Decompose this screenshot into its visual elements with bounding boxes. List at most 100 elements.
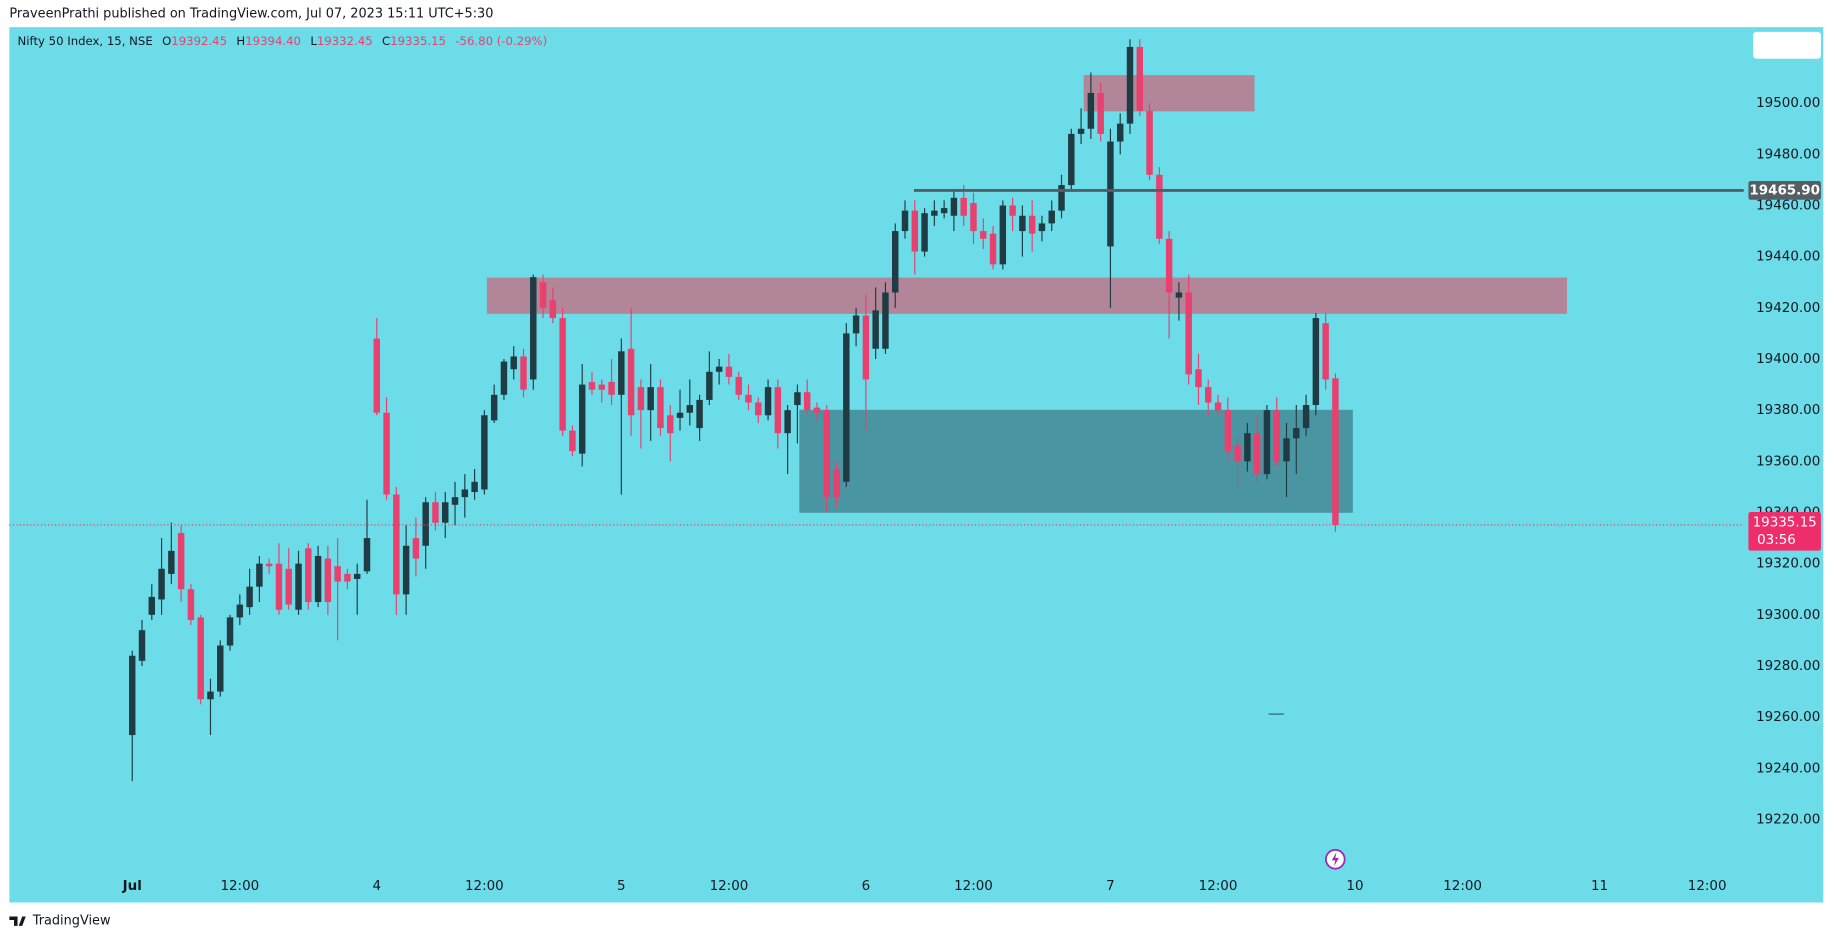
candle-body (1253, 433, 1261, 475)
brand-name: TradingView (32, 914, 111, 929)
candle-body (1077, 128, 1085, 134)
candle-body (510, 356, 517, 370)
alert-bolt (1331, 852, 1339, 867)
legend-value: 19392.45 (171, 34, 227, 48)
y-tick-label: 19380.00 (1756, 403, 1820, 418)
candle-body (901, 210, 909, 232)
last-price-tag (1748, 512, 1821, 551)
candle-body (637, 387, 645, 411)
candle-body (128, 655, 136, 736)
candle-body (461, 489, 469, 498)
legend-value: 19394.40 (245, 34, 301, 48)
candle-body (588, 382, 596, 390)
candle-body (735, 376, 742, 395)
candle-body (559, 318, 566, 431)
y-tick-label: 19360.00 (1756, 454, 1820, 469)
supply-zone (1083, 75, 1255, 112)
legend-value: 19335.15 (390, 34, 446, 48)
candle-body (911, 210, 919, 252)
candle-body (442, 502, 449, 523)
y-tick-label: 19400.00 (1756, 352, 1820, 367)
candle-body (256, 563, 263, 587)
legend-symbol: Nifty 50 Index, 15, NSE (18, 34, 153, 48)
candle-body (1028, 215, 1036, 234)
candle-body (1234, 445, 1241, 462)
candle-body (177, 532, 185, 590)
candle-body (1097, 92, 1104, 134)
candle-body (295, 563, 302, 610)
candle-body (412, 538, 420, 559)
legend-value: 19332.45 (317, 34, 373, 48)
candle-body (226, 617, 234, 646)
candle-body (843, 333, 850, 482)
candle-body (1273, 410, 1280, 462)
candle-body (745, 394, 752, 403)
candle-body (1058, 185, 1065, 211)
candle-body (970, 202, 977, 232)
candle-body (980, 231, 987, 239)
candle-body (1126, 46, 1134, 124)
y-tick-label: 19280.00 (1756, 659, 1820, 674)
x-tick-label: 12:00 (1688, 879, 1727, 894)
candle-body (950, 197, 958, 216)
candle-body (667, 415, 674, 434)
x-tick-label: 7 (1106, 879, 1115, 894)
candle-body (813, 407, 821, 413)
candle-body (197, 617, 204, 700)
price-line-tag (1748, 181, 1821, 200)
candle-body (148, 596, 156, 615)
candle-body (422, 502, 429, 546)
candle-body (324, 558, 332, 603)
y-tick-label: 19420.00 (1756, 301, 1820, 316)
candle-body (1263, 410, 1271, 475)
candle-body (774, 387, 782, 434)
candle-body (1087, 92, 1095, 129)
price-line-label: 19465.90 (1749, 183, 1820, 198)
y-tick-label: 19260.00 (1756, 710, 1820, 725)
x-tick-label: 12:00 (954, 879, 993, 894)
candle-body (1156, 174, 1163, 239)
candle-body (138, 630, 146, 661)
candle-body (549, 300, 557, 319)
x-tick-label: 12:00 (1443, 879, 1482, 894)
x-tick-label: 11 (1591, 879, 1608, 894)
candle-body (618, 351, 625, 395)
alert-icon[interactable] (1325, 848, 1346, 870)
candle-body (852, 315, 860, 334)
candle-body (187, 589, 195, 620)
candle-body (246, 586, 253, 608)
y-tick-label: 19320.00 (1756, 557, 1820, 572)
candle-body (921, 213, 928, 252)
candle-body (706, 371, 713, 400)
y-tick-label: 19460.00 (1756, 199, 1820, 214)
candle-body (578, 384, 586, 454)
candle-body (803, 392, 811, 411)
candle-body (833, 468, 840, 498)
candle-body (265, 563, 273, 567)
candle-body (539, 282, 547, 308)
candle-body (1146, 110, 1153, 175)
candle-body (334, 566, 341, 582)
candle-body (1214, 402, 1222, 411)
candle-body (1224, 410, 1232, 452)
candle-body (1293, 428, 1300, 439)
legend-key: O (162, 34, 171, 48)
y-tick-label: 19220.00 (1756, 812, 1820, 827)
candle-body (1136, 46, 1144, 111)
candle-body (490, 394, 498, 421)
candle-body (715, 366, 723, 372)
legend-key: L (310, 34, 317, 48)
countdown: 03:56 (1757, 533, 1796, 548)
candle-body (344, 573, 351, 582)
candle-body (1019, 215, 1026, 232)
candle-body (451, 497, 459, 505)
last-price-label: 19335.15 (1753, 516, 1817, 531)
candle-body (373, 338, 381, 413)
legend-key: C (382, 34, 390, 48)
candle-body (1322, 323, 1329, 380)
candle-body (1175, 292, 1183, 298)
toolbar-button[interactable] (1753, 31, 1821, 59)
candle-body (1195, 369, 1202, 388)
candle-body (627, 348, 635, 416)
